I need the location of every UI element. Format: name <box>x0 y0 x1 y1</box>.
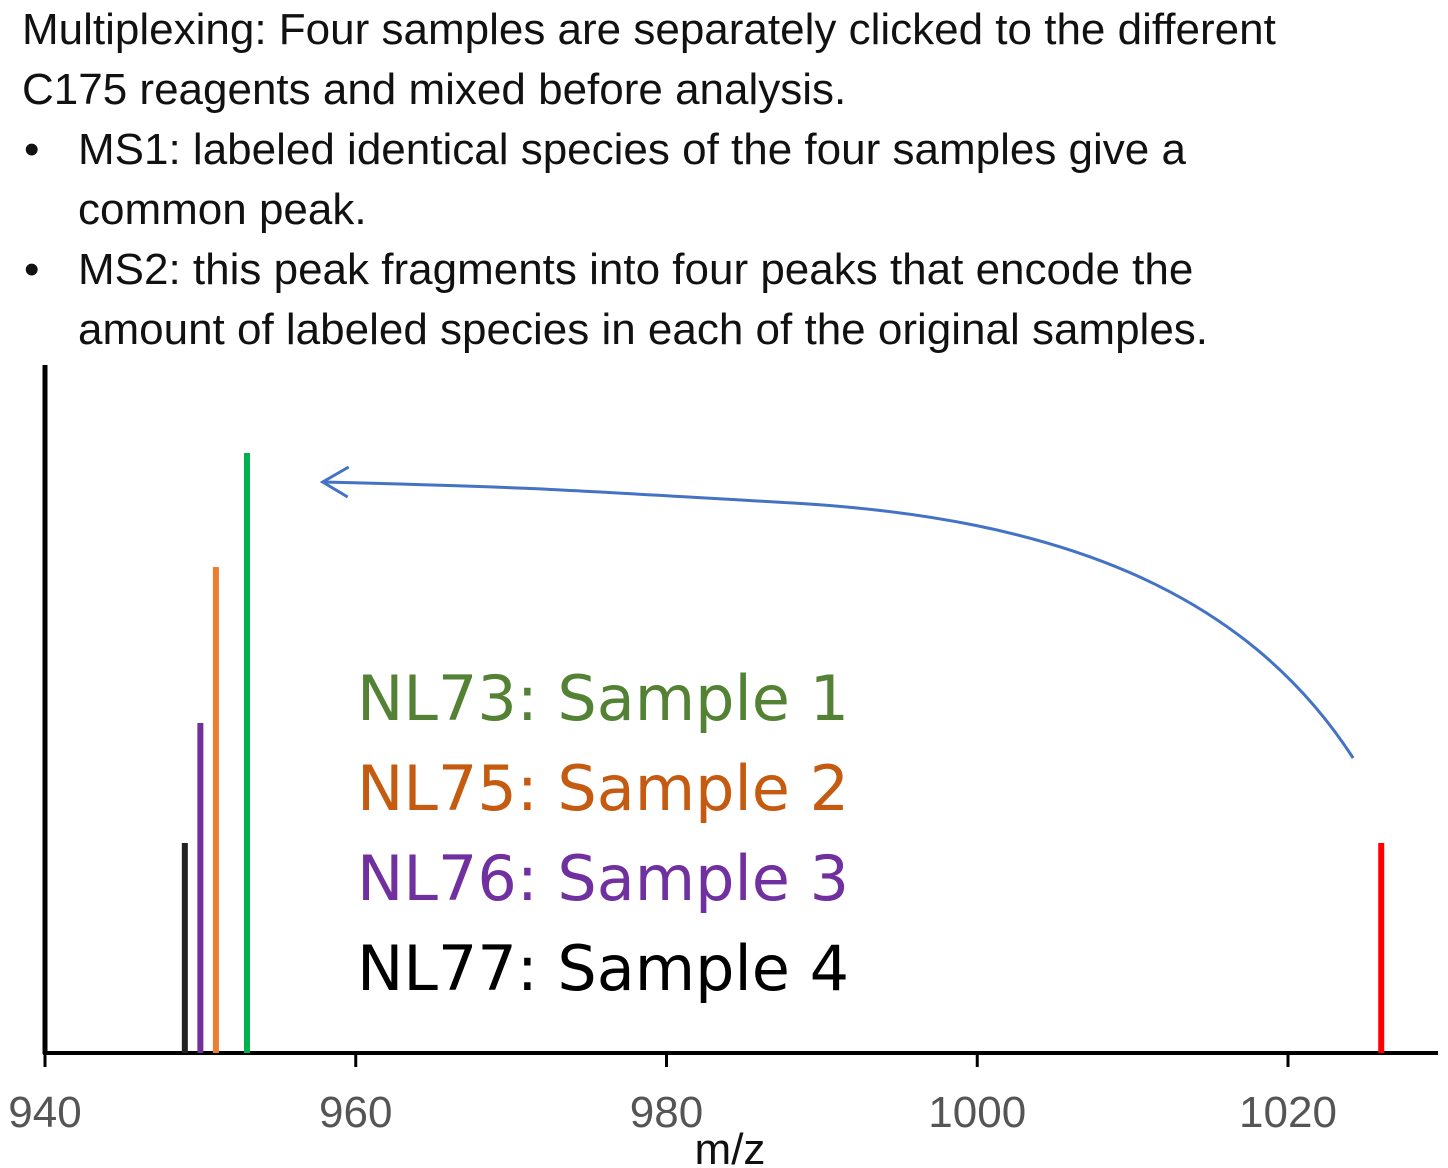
intro-line-1: Multiplexing: Four samples are separatel… <box>22 5 1276 54</box>
intro-line-2: C175 reagents and mixed before analysis. <box>22 65 847 114</box>
bullet-ms1: • MS1: labeled identical species of the … <box>22 120 1442 240</box>
bullet-mark: • <box>24 125 40 174</box>
arrow-head <box>319 465 350 499</box>
x-axis-title: m/z <box>695 1125 766 1168</box>
x-tick-label: 980 <box>630 1088 703 1137</box>
bullet-ms2-line-1: MS2: this peak fragments into four peaks… <box>78 245 1194 294</box>
fragmentation-arrow <box>322 480 1355 759</box>
bullet-ms1-line-1: MS1: labeled identical species of the fo… <box>78 125 1186 174</box>
description-text: Multiplexing: Four samples are separatel… <box>22 0 1442 360</box>
x-tick-label: 960 <box>319 1088 392 1137</box>
bullet-mark: • <box>24 245 40 294</box>
x-tick-label: 1000 <box>928 1088 1026 1137</box>
legend-entry: NL75: Sample 2 <box>357 752 849 825</box>
bullet-ms2-line-2: amount of labeled species in each of the… <box>78 305 1209 354</box>
x-tick-label: 1020 <box>1239 1088 1337 1137</box>
legend-entry: NL73: Sample 1 <box>357 662 849 735</box>
legend-entry: NL77: Sample 4 <box>357 932 849 1005</box>
bullet-ms1-line-2: common peak. <box>78 185 367 234</box>
x-tick-label: 940 <box>8 1088 81 1137</box>
bullet-ms2: • MS2: this peak fragments into four pea… <box>22 240 1442 360</box>
legend-entry: NL76: Sample 3 <box>357 842 849 915</box>
